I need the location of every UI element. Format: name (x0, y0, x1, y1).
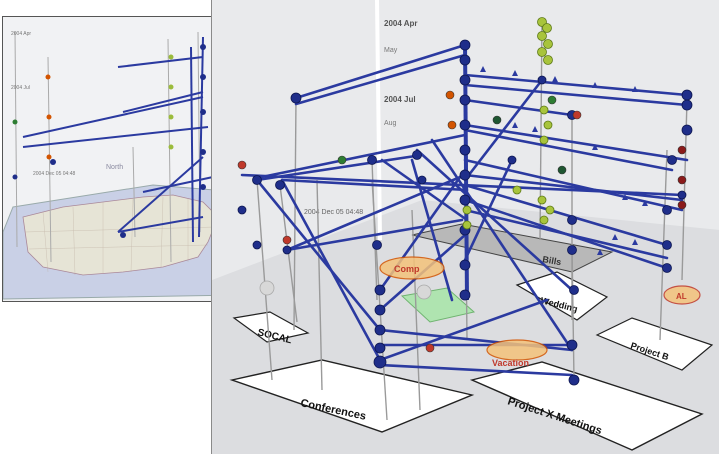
event-comp: Comp (379, 256, 445, 280)
inset-time-label-dec: 2004 Dec 05 04:48 (33, 171, 75, 177)
group-box-socal: SOCAL (232, 311, 310, 346)
inset-map-canvas: 2004 Apr 2004 Jul 2004 Dec 05 04:48 Nort… (3, 31, 239, 300)
time-label-apr: 2004 Apr (384, 19, 418, 28)
event-label-comp: Comp (394, 264, 420, 274)
main-3d-view: SOCAL Conferences Project X Meetings Wed… (211, 0, 719, 454)
green-nodes (462, 17, 555, 230)
event-vacation: Vacation (486, 339, 548, 368)
event-label-al: AL (676, 292, 687, 301)
caption-strip (0, 454, 719, 464)
event-label-vacation: Vacation (492, 358, 529, 368)
inset-nodes (12, 44, 239, 250)
time-label-jul: 2004 Jul (384, 95, 416, 104)
event-al: AL (663, 285, 701, 305)
network-lines (240, 43, 689, 377)
time-axis (375, 0, 382, 241)
inset-map-view: 2004 Apr 2004 Jul 2004 Dec 05 04:48 Nort… (2, 16, 240, 302)
accent-nodes (237, 90, 687, 353)
time-label-aug: Aug (384, 120, 397, 127)
inset-north-label: North (106, 164, 123, 171)
gray-spheres (259, 280, 432, 300)
group-label-bills: Bills (542, 254, 562, 267)
inset-network-lines (22, 36, 214, 243)
group-box-conferences: Conferences (229, 359, 475, 433)
time-label-may: May (384, 47, 398, 54)
inset-time-label-apr: 2004 Apr (11, 31, 31, 37)
main-3d-canvas: SOCAL Conferences Project X Meetings Wed… (212, 0, 719, 454)
blue-nodes (237, 39, 693, 386)
time-label-dec: 2004 Dec 05 04:48 (304, 209, 363, 216)
triangle-markers (480, 66, 648, 255)
inset-time-label-jul: 2004 Jul (11, 85, 30, 91)
